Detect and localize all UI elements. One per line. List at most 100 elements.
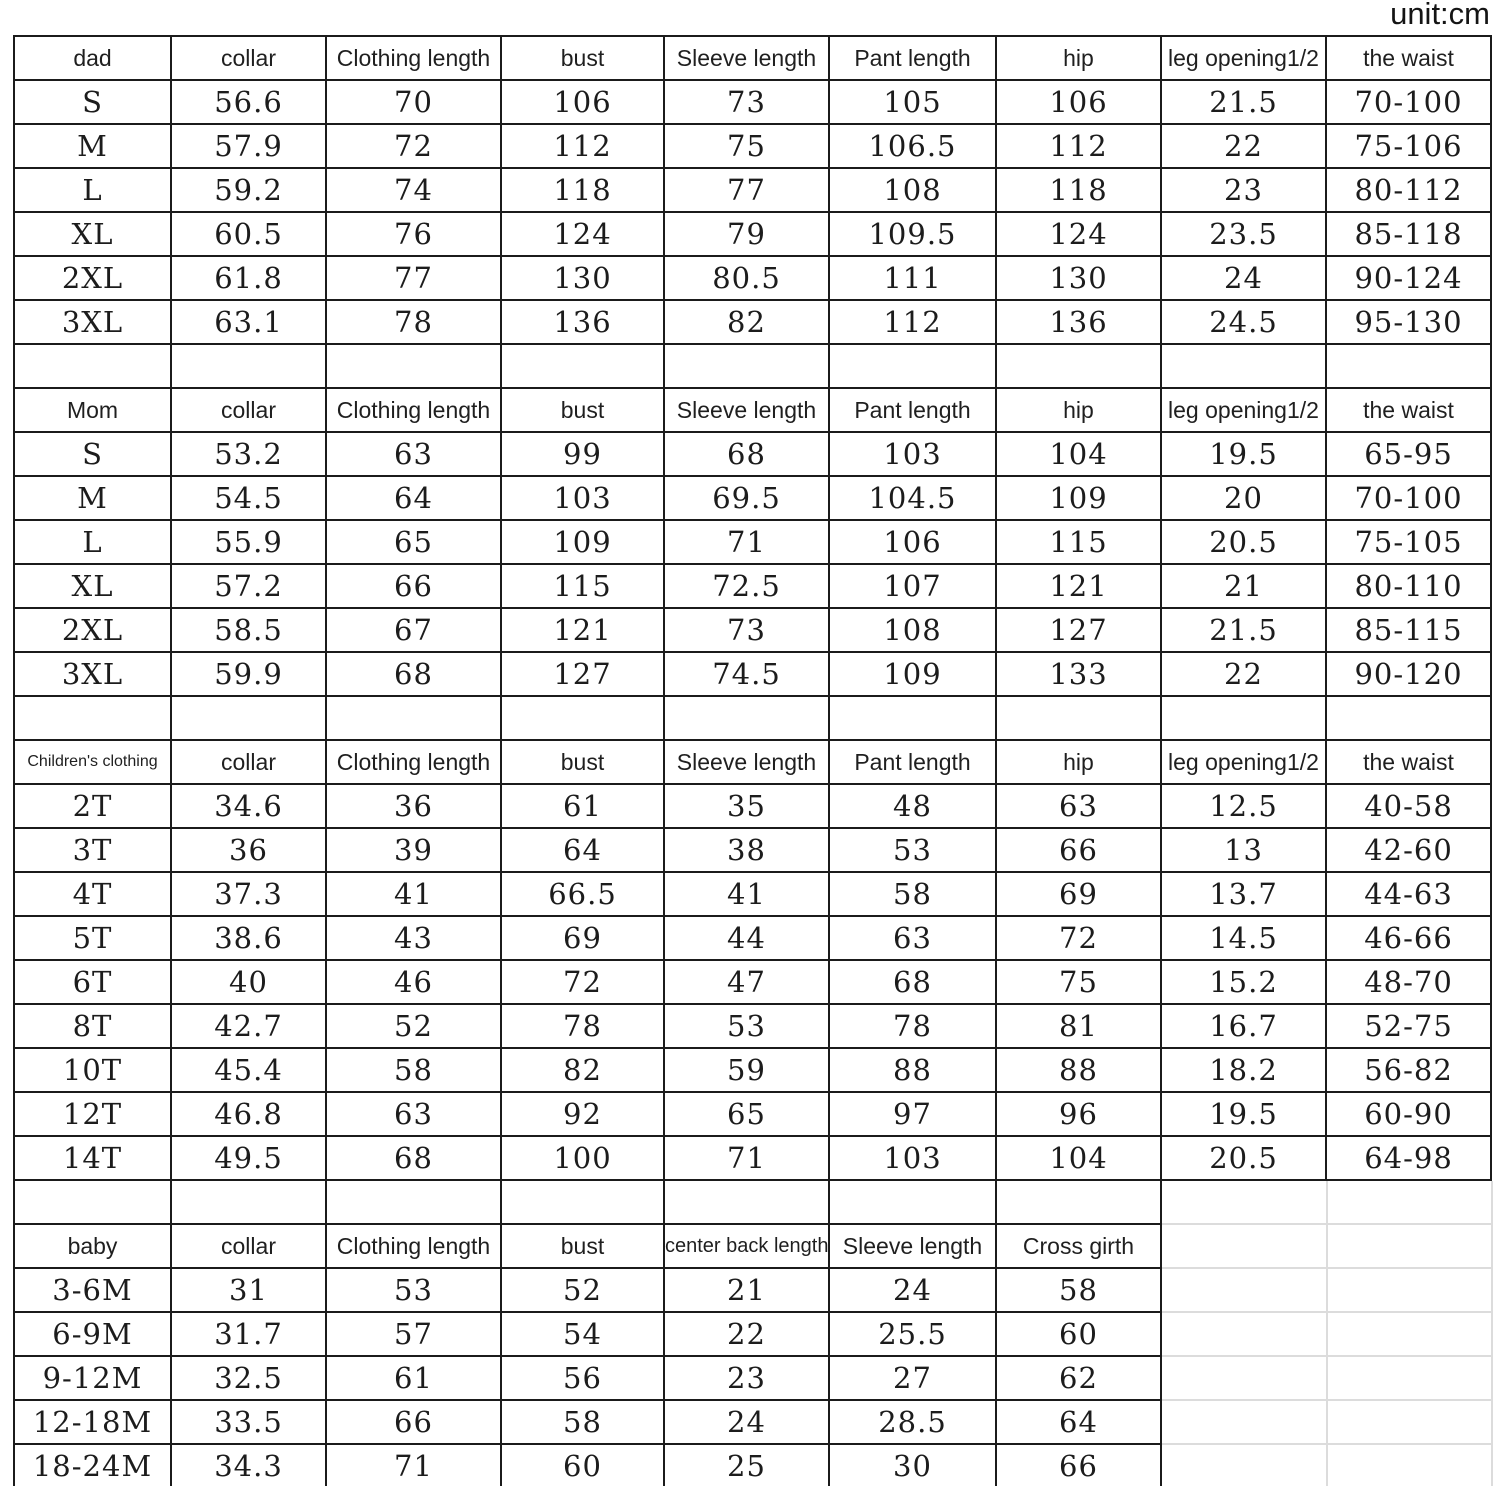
size-label-cell: 10T xyxy=(13,1047,172,1093)
value-cell: 56-82 xyxy=(1325,1047,1492,1093)
value-cell: 109 xyxy=(828,651,997,697)
value-cell: 59.9 xyxy=(170,651,327,697)
column-header: Mom xyxy=(13,387,172,433)
value-cell: 46.8 xyxy=(170,1091,327,1137)
value-cell: 73 xyxy=(663,607,830,653)
size-label-cell: 5T xyxy=(13,915,172,961)
size-chart: dad collar Clothing length bust Sleeve lengt… xyxy=(13,35,1492,1486)
value-cell: 63.1 xyxy=(170,299,327,345)
value-cell: 127 xyxy=(500,651,665,697)
value-cell: 22 xyxy=(1160,651,1327,697)
value-cell: 60.5 xyxy=(170,211,327,257)
table-row: 14T 49.5 68 100 71 103 104 20.5 64-98 xyxy=(13,1135,1492,1181)
value-cell: 35 xyxy=(663,783,830,829)
size-label-cell: 18-24M xyxy=(13,1443,172,1486)
empty-cell xyxy=(325,343,502,389)
value-cell: 77 xyxy=(325,255,502,301)
value-cell: 42.7 xyxy=(170,1003,327,1049)
value-cell: 100 xyxy=(500,1135,665,1181)
empty-cell xyxy=(995,695,1162,741)
value-cell: 64 xyxy=(325,475,502,521)
table-row: 4T 37.3 41 66.5 41 58 69 13.7 44-63 xyxy=(13,871,1492,917)
value-cell: 63 xyxy=(325,431,502,477)
value-cell: 112 xyxy=(828,299,997,345)
column-header: Clothing length xyxy=(325,35,502,81)
column-header: Pant length xyxy=(828,739,997,785)
value-cell: 85-118 xyxy=(1325,211,1492,257)
value-cell: 71 xyxy=(663,1135,830,1181)
value-cell: 69 xyxy=(500,915,665,961)
size-label-cell: 8T xyxy=(13,1003,172,1049)
empty-cell xyxy=(663,695,830,741)
column-header: Clothing length xyxy=(325,387,502,433)
value-cell: 54.5 xyxy=(170,475,327,521)
header-row: Mom collar Clothing length bust Sleeve lengt… xyxy=(13,387,1492,433)
value-cell: 82 xyxy=(500,1047,665,1093)
column-header: bust xyxy=(500,739,665,785)
value-cell: 80-110 xyxy=(1325,563,1492,609)
empty-cell xyxy=(1325,343,1492,389)
empty-cell xyxy=(663,343,830,389)
value-cell: 38.6 xyxy=(170,915,327,961)
column-header: Children's clothing xyxy=(13,739,172,785)
value-cell: 58 xyxy=(995,1267,1162,1313)
value-cell: 75 xyxy=(995,959,1162,1005)
value-cell: 72 xyxy=(500,959,665,1005)
value-cell: 25.5 xyxy=(828,1311,997,1357)
size-label-cell: 3XL xyxy=(13,299,172,345)
column-header: dad xyxy=(13,35,172,81)
value-cell: 72 xyxy=(325,123,502,169)
empty-cell xyxy=(828,695,997,741)
table-row: XL 60.5 76 124 79 109.5 124 23.5 85-118 xyxy=(13,211,1492,257)
empty-cell xyxy=(170,1179,327,1225)
value-cell: 136 xyxy=(500,299,665,345)
value-cell: 53 xyxy=(828,827,997,873)
value-cell: 115 xyxy=(500,563,665,609)
value-cell: 52-75 xyxy=(1325,1003,1492,1049)
value-cell: 36 xyxy=(325,783,502,829)
value-cell: 60 xyxy=(500,1443,665,1486)
size-label-cell: 2T xyxy=(13,783,172,829)
table-row: 10T 45.4 58 82 59 88 88 18.2 56-82 xyxy=(13,1047,1492,1093)
value-cell: 69 xyxy=(995,871,1162,917)
value-cell: 13.7 xyxy=(1160,871,1327,917)
empty-cell xyxy=(170,695,327,741)
size-label-cell: XL xyxy=(13,211,172,257)
value-cell: 106 xyxy=(995,79,1162,125)
column-header: the waist xyxy=(1325,35,1492,81)
value-cell: 41 xyxy=(325,871,502,917)
value-cell: 112 xyxy=(995,123,1162,169)
value-cell: 43 xyxy=(325,915,502,961)
value-cell: 44 xyxy=(663,915,830,961)
value-cell: 92 xyxy=(500,1091,665,1137)
value-cell: 21.5 xyxy=(1160,607,1327,653)
value-cell: 21.5 xyxy=(1160,79,1327,125)
value-cell: 53 xyxy=(325,1267,502,1313)
value-cell: 75 xyxy=(663,123,830,169)
value-cell: 42-60 xyxy=(1325,827,1492,873)
size-label-cell: 6-9M xyxy=(13,1311,172,1357)
value-cell: 68 xyxy=(325,1135,502,1181)
value-cell: 109 xyxy=(995,475,1162,521)
children-size-table: Children's clothing collar Clothing length… xyxy=(13,739,1492,1181)
table-row: 8T 42.7 52 78 53 78 81 16.7 52-75 xyxy=(13,1003,1492,1049)
value-cell: 85-115 xyxy=(1325,607,1492,653)
value-cell: 88 xyxy=(828,1047,997,1093)
value-cell: 57.9 xyxy=(170,123,327,169)
column-header: center back length xyxy=(663,1223,830,1269)
table-row: L 55.9 65 109 71 106 115 20.5 75-105 xyxy=(13,519,1492,565)
table-row: 3T 36 39 64 38 53 66 13 42-60 xyxy=(13,827,1492,873)
table-row: 2XL 61.8 77 130 80.5 111 130 24 90-124 xyxy=(13,255,1492,301)
value-cell: 76 xyxy=(325,211,502,257)
value-cell: 38 xyxy=(663,827,830,873)
value-cell: 118 xyxy=(995,167,1162,213)
value-cell: 106 xyxy=(828,519,997,565)
column-header: bust xyxy=(500,1223,665,1269)
value-cell: 68 xyxy=(663,431,830,477)
empty-cell xyxy=(828,343,997,389)
empty-cell xyxy=(500,1179,665,1225)
spacer-after-dad xyxy=(13,343,1492,389)
value-cell: 121 xyxy=(995,563,1162,609)
table-row: 18-24M 34.3 71 60 25 30 66 xyxy=(13,1443,1162,1486)
